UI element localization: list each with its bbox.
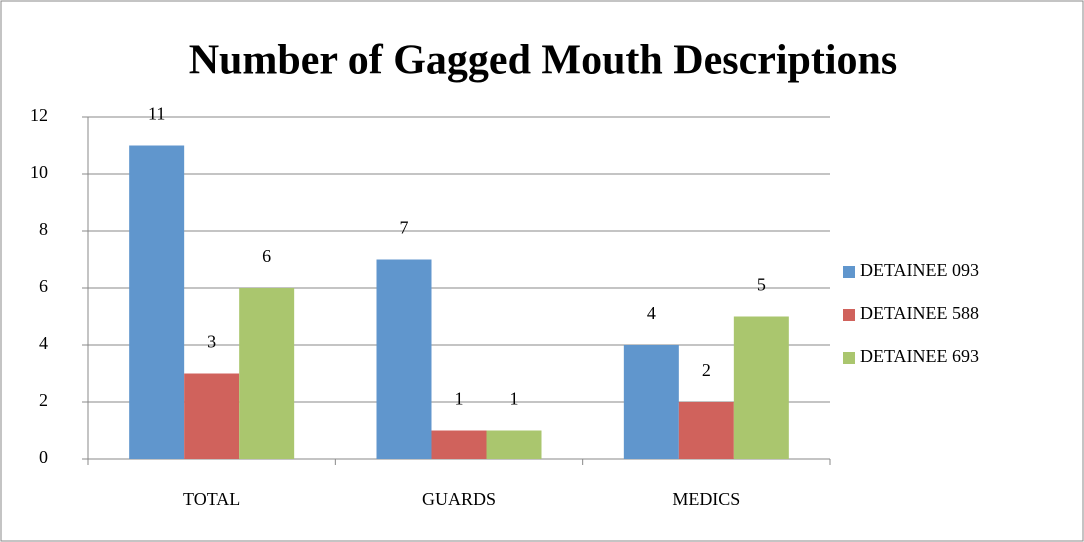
y-tick-label: 2 [39,390,48,410]
bar [678,402,734,459]
x-tick-label: GUARDS [422,489,496,509]
legend-swatch [843,309,855,321]
bar [623,345,679,459]
y-tick-label: 4 [39,333,48,353]
legend-label: DETAINEE 693 [860,346,979,366]
data-label: 6 [262,246,271,266]
legend-swatch [843,352,855,364]
bar [431,430,487,459]
y-tick-label: 12 [30,105,48,125]
bar [733,316,789,459]
y-tick-label: 8 [39,219,48,239]
y-tick-label: 10 [30,162,48,182]
bar [184,373,240,459]
data-label: 4 [647,303,656,323]
chart-title: Number of Gagged Mouth Descriptions [189,38,898,84]
y-tick-label: 6 [39,276,48,296]
data-label: 1 [510,389,519,409]
bar [486,430,542,459]
legend-swatch [843,266,855,278]
legend-label: DETAINEE 093 [860,260,979,280]
data-label: 11 [148,104,165,124]
bar [129,145,185,459]
y-tick-label: 0 [39,447,48,467]
bar [239,288,295,459]
data-label: 5 [757,275,766,295]
data-label: 3 [207,332,216,352]
x-tick-label: TOTAL [183,489,240,509]
bar [376,259,432,459]
legend-label: DETAINEE 588 [860,303,979,323]
data-label: 2 [702,360,711,380]
data-label: 1 [455,389,464,409]
x-tick-label: MEDICS [672,489,740,509]
data-label: 7 [400,218,409,238]
